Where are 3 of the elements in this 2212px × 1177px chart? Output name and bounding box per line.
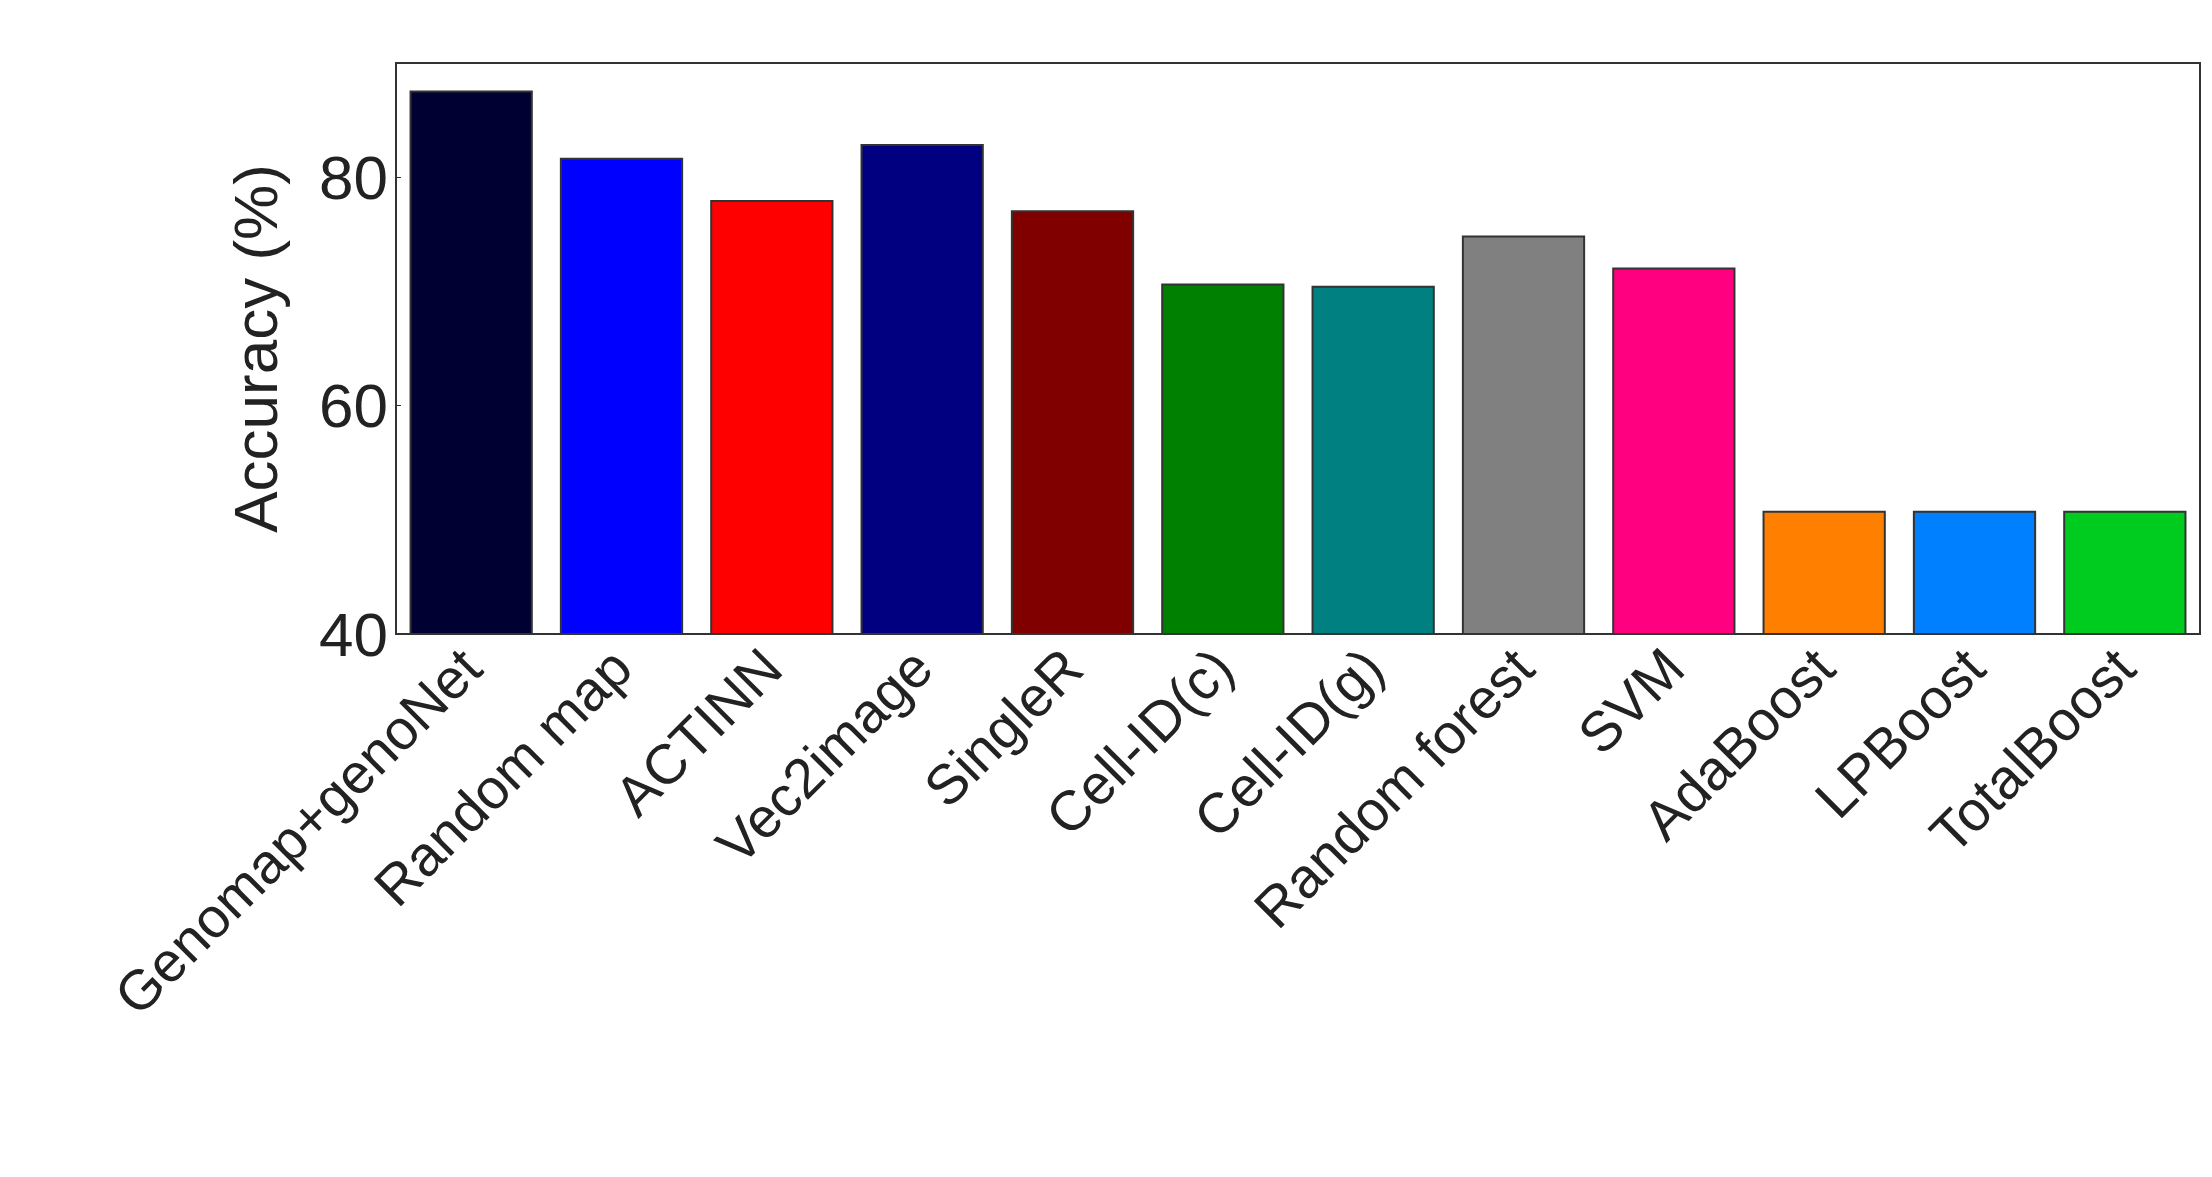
y-tick-label: 60 (319, 371, 388, 441)
y-axis-title: Accuracy (%) (220, 164, 290, 533)
y-tick-label: 80 (319, 142, 388, 212)
